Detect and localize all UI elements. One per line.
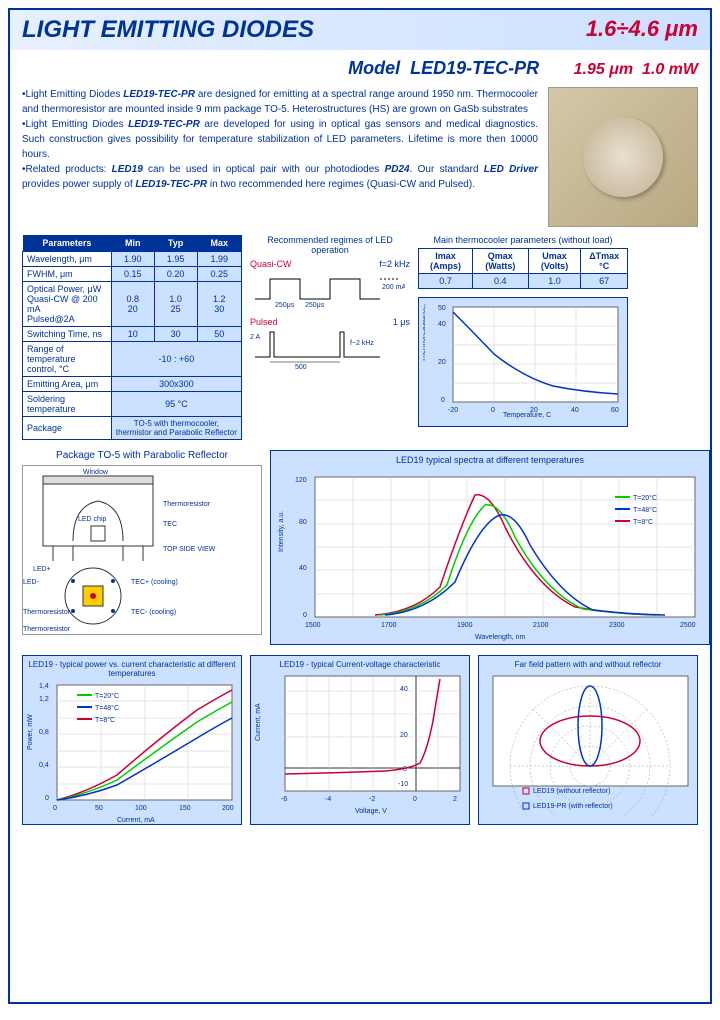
- spectra-chart: LED19 typical spectra at different tempe…: [270, 450, 710, 645]
- svg-text:120: 120: [295, 477, 307, 484]
- svg-text:2 A: 2 A: [250, 334, 260, 341]
- thermocooler-section: Main thermocooler parameters (without lo…: [418, 235, 628, 440]
- svg-text:0,4: 0,4: [39, 762, 49, 769]
- svg-text:2: 2: [453, 796, 457, 803]
- datasheet-page: LIGHT EMITTING DIODES 1.6÷4.6 μm Model L…: [8, 8, 712, 1004]
- svg-text:T=20°C: T=20°C: [95, 692, 119, 700]
- svg-text:TEC+ (cooling): TEC+ (cooling): [131, 579, 178, 586]
- svg-text:2300: 2300: [609, 622, 625, 629]
- svg-text:0: 0: [53, 805, 57, 812]
- svg-text:T=8°C: T=8°C: [95, 716, 115, 724]
- svg-text:60: 60: [611, 407, 619, 414]
- title-bar: LIGHT EMITTING DIODES 1.6÷4.6 μm: [10, 10, 710, 50]
- bottom-charts-row: LED19 - typical power vs. current charac…: [22, 655, 698, 825]
- model-label: Model LED19-TEC-PR: [348, 58, 539, 78]
- svg-text:20: 20: [438, 359, 446, 366]
- regime-diagrams: Recommended regimes of LED operation Qua…: [250, 235, 410, 440]
- svg-text:40: 40: [571, 407, 579, 414]
- svg-text:T=20°C: T=20°C: [633, 494, 657, 502]
- svg-text:T=48°C: T=48°C: [633, 506, 657, 514]
- svg-text:40: 40: [438, 321, 446, 328]
- svg-text:250μs: 250μs: [275, 302, 295, 309]
- description-text: •Light Emitting Diodes LED19-TEC-PR are …: [22, 87, 538, 227]
- package-diagram: Window Thermoresistor LED chip TEC LED+ …: [22, 465, 262, 635]
- pulsed-waveform: 2 A f~2 kHz 500: [250, 327, 405, 372]
- svg-text:-2: -2: [369, 796, 375, 803]
- svg-text:200 mA: 200 mA: [382, 284, 405, 291]
- svg-text:0: 0: [45, 795, 49, 802]
- parameters-table: ParametersMinTypMax Wavelength, μm1.901.…: [22, 235, 242, 440]
- description-row: •Light Emitting Diodes LED19-TEC-PR are …: [22, 87, 698, 227]
- svg-text:100: 100: [135, 805, 147, 812]
- svg-text:2100: 2100: [533, 622, 549, 629]
- svg-text:40: 40: [400, 686, 408, 693]
- svg-text:0: 0: [403, 766, 407, 773]
- wavelength-range: 1.6÷4.6 μm: [586, 16, 698, 42]
- svg-text:Current, mA: Current, mA: [117, 817, 155, 824]
- svg-text:200: 200: [222, 805, 234, 812]
- svg-text:-10: -10: [398, 781, 408, 788]
- svg-text:1700: 1700: [381, 622, 397, 629]
- svg-text:20: 20: [530, 407, 538, 414]
- svg-text:1,4: 1,4: [39, 683, 49, 690]
- svg-text:LED19-PR (with reflector): LED19-PR (with reflector): [533, 803, 613, 810]
- svg-text:Thermoresistor: Thermoresistor: [23, 626, 71, 633]
- svg-text:T=8°C: T=8°C: [633, 518, 653, 526]
- svg-text:Window: Window: [83, 469, 109, 476]
- svg-text:50: 50: [95, 805, 103, 812]
- svg-text:80: 80: [299, 519, 307, 526]
- svg-text:Intensity, a.u.: Intensity, a.u.: [278, 511, 285, 552]
- svg-text:Thermoresistor: Thermoresistor: [163, 501, 211, 508]
- params-row: ParametersMinTypMax Wavelength, μm1.901.…: [22, 235, 698, 440]
- package-section: Package TO-5 with Parabolic Reflector Wi…: [22, 450, 262, 645]
- svg-text:f~2 kHz: f~2 kHz: [350, 340, 374, 347]
- svg-text:Wavelength, nm: Wavelength, nm: [475, 634, 525, 641]
- svg-text:-4: -4: [325, 796, 331, 803]
- svg-text:LED+: LED+: [33, 566, 51, 573]
- svg-text:Current, mA: Current, mA: [255, 703, 262, 741]
- svg-text:50: 50: [438, 305, 446, 312]
- svg-text:40: 40: [299, 565, 307, 572]
- svg-text:500: 500: [295, 364, 307, 371]
- svg-text:TEC- (cooling): TEC- (cooling): [131, 609, 176, 616]
- svg-text:250μs: 250μs: [305, 302, 325, 309]
- product-photo: [548, 87, 698, 227]
- svg-text:Temperature, C: Temperature, C: [503, 412, 551, 419]
- svg-text:-6: -6: [281, 796, 287, 803]
- spec-values: 1.95 μm 1.0 mW: [574, 61, 698, 78]
- svg-text:0: 0: [441, 397, 445, 404]
- farfield-chart: Far field pattern with and without refle…: [478, 655, 698, 825]
- svg-text:Voltage, V: Voltage, V: [355, 808, 387, 815]
- svg-text:Thermoresistor: Thermoresistor: [23, 609, 71, 616]
- svg-text:LED19 (without reflector): LED19 (without reflector): [533, 788, 610, 795]
- svg-text:1,2: 1,2: [39, 696, 49, 703]
- svg-text:TOP SIDE VIEW: TOP SIDE VIEW: [163, 546, 216, 553]
- iv-chart: LED19 - typical Current-voltage characte…: [250, 655, 470, 825]
- svg-text:2500: 2500: [680, 622, 696, 629]
- svg-text:150: 150: [179, 805, 191, 812]
- main-title: LIGHT EMITTING DIODES: [22, 16, 314, 43]
- svg-text:LED-: LED-: [23, 579, 40, 586]
- thermocooler-table: Imax (Amps)Qmax (Watts)Umax (Volts)ΔTmax…: [418, 248, 628, 289]
- svg-text:Power, mW: Power, mW: [27, 714, 34, 750]
- svg-text:0,8: 0,8: [39, 729, 49, 736]
- thermoresistance-chart: Thermoresistance, kOhm Temperature, C -2…: [418, 297, 628, 427]
- svg-text:1900: 1900: [457, 622, 473, 629]
- svg-text:T=48°C: T=48°C: [95, 704, 119, 712]
- quasi-cw-waveform: 200 mA 250μs 250μs: [250, 269, 405, 309]
- package-spectra-row: Package TO-5 with Parabolic Reflector Wi…: [22, 450, 698, 645]
- power-current-chart: LED19 - typical power vs. current charac…: [22, 655, 242, 825]
- svg-text:0: 0: [491, 407, 495, 414]
- svg-text:TEC: TEC: [163, 521, 177, 528]
- svg-text:1500: 1500: [305, 622, 321, 629]
- svg-text:0: 0: [413, 796, 417, 803]
- svg-text:20: 20: [400, 732, 408, 739]
- svg-text:Thermoresistance, kOhm: Thermoresistance, kOhm: [423, 302, 427, 362]
- subtitle-row: Model LED19-TEC-PR 1.95 μm 1.0 mW: [22, 58, 698, 79]
- svg-text:0: 0: [303, 612, 307, 619]
- svg-text:LED chip: LED chip: [78, 516, 107, 523]
- svg-text:-20: -20: [448, 407, 458, 414]
